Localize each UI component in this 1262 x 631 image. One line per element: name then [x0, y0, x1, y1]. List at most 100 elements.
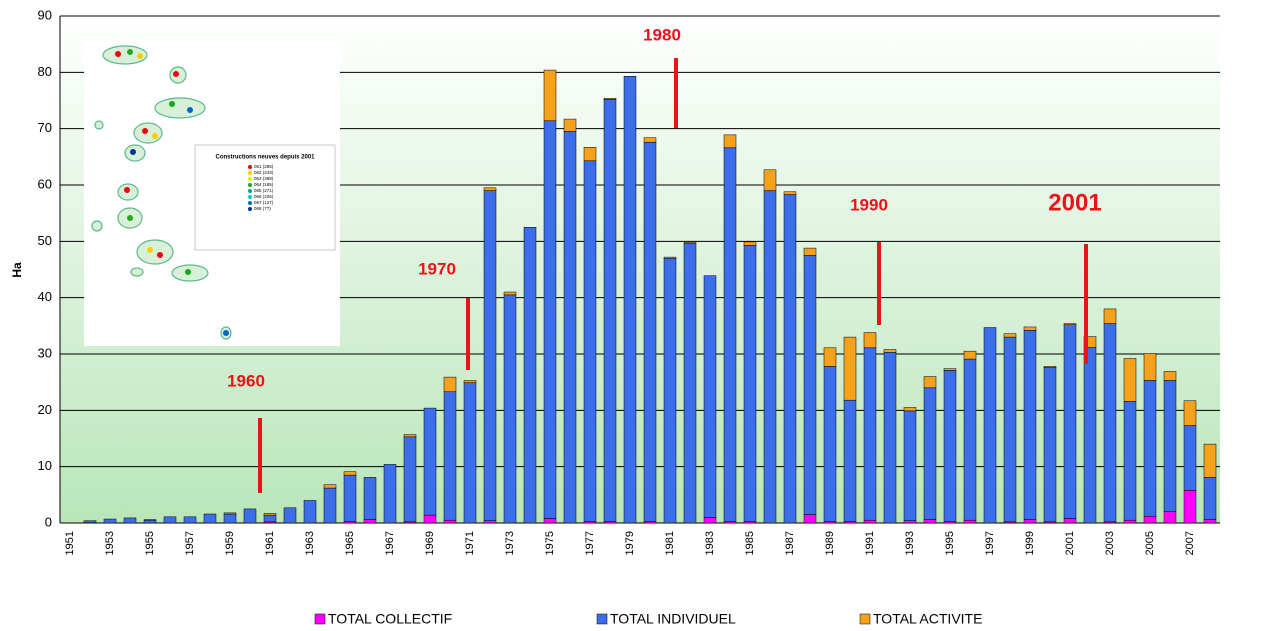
y-tick-label: 30 — [38, 345, 52, 360]
x-tick-label: 1973 — [504, 531, 516, 555]
x-tick-label: 1965 — [344, 531, 356, 555]
bar-segment — [743, 521, 757, 524]
legend-swatch — [314, 613, 326, 625]
x-tick-label: 2003 — [1104, 531, 1116, 555]
x-tick-label: 1963 — [304, 531, 316, 555]
bar-segment — [543, 69, 557, 122]
x-tick-label: 1975 — [544, 531, 556, 555]
inset-legend-dot — [248, 177, 252, 181]
y-tick-label: 50 — [38, 233, 52, 248]
bar-segment — [803, 247, 817, 256]
legend-swatch — [596, 613, 608, 625]
bar-segment — [1063, 324, 1077, 519]
inset-legend-label: 068 (77) — [254, 206, 271, 211]
bar-segment — [803, 255, 817, 515]
bar-segment — [523, 227, 537, 524]
bar-segment — [643, 141, 657, 522]
bar-segment — [263, 514, 277, 523]
bar-segment — [843, 336, 857, 401]
bar-segment — [443, 391, 457, 521]
x-tick-label: 1987 — [784, 531, 796, 555]
bar-segment — [403, 436, 417, 523]
inset-legend-label: 066 (226) — [254, 194, 274, 199]
bar-segment — [263, 513, 277, 516]
bar-segment — [303, 500, 317, 524]
bar-segment — [823, 521, 837, 524]
x-tick-label: 1985 — [744, 531, 756, 555]
bar-segment — [1023, 519, 1037, 524]
bar-segment — [823, 347, 837, 367]
bar-segment — [1163, 380, 1177, 512]
bar-segment — [383, 464, 397, 524]
bar-segment — [1083, 346, 1097, 524]
bar-segment — [343, 521, 357, 524]
bar-segment — [343, 474, 357, 522]
bar-segment — [583, 147, 597, 162]
bar-segment — [603, 521, 617, 524]
inset-legend-dot — [248, 201, 252, 205]
bar-segment — [143, 519, 157, 524]
x-tick-label: 1957 — [184, 531, 196, 555]
bar-segment — [963, 358, 977, 521]
inset-legend-label: 067 (127) — [254, 200, 274, 205]
bar-segment — [823, 366, 837, 522]
bar-segment — [963, 519, 977, 524]
x-tick-label: 1997 — [984, 531, 996, 555]
x-tick-label: 1999 — [1024, 531, 1036, 555]
bar-segment — [883, 352, 897, 524]
bar-segment — [723, 521, 737, 524]
x-tick-label: 1979 — [624, 531, 636, 555]
inset-legend-box — [194, 144, 336, 251]
y-tick-label: 90 — [38, 7, 52, 22]
bar-segment — [623, 76, 637, 524]
bar-segment — [463, 380, 477, 383]
bar-segment — [923, 387, 937, 520]
bar-segment — [743, 245, 757, 522]
y-axis-label: Ha — [10, 262, 24, 278]
annotation: 1980 — [643, 25, 681, 44]
inset-legend-label: 063 (398) — [254, 176, 274, 181]
bar-segment — [1143, 515, 1157, 524]
bar-segment — [543, 120, 557, 519]
bar-segment — [463, 382, 477, 524]
x-tick-label: 2001 — [1064, 531, 1076, 555]
bar-segment — [863, 347, 877, 521]
bar-segment — [163, 516, 177, 524]
inset-legend-dot — [248, 165, 252, 169]
bar-segment — [443, 376, 457, 392]
bar-segment — [1123, 401, 1137, 521]
legend-label: TOTAL ACTIVITE — [873, 611, 982, 627]
inset-legend-label: 065 (271) — [254, 188, 274, 193]
bar-segment — [283, 507, 297, 524]
bar-segment — [903, 407, 917, 412]
annotation: 1970 — [418, 259, 456, 278]
x-tick-label: 1953 — [104, 531, 116, 555]
bar-segment — [443, 519, 457, 524]
bar-segment — [743, 241, 757, 246]
bar-segment — [1123, 358, 1137, 402]
legend-label: TOTAL COLLECTIF — [328, 611, 452, 627]
bar-segment — [943, 370, 957, 522]
bar-segment — [583, 160, 597, 522]
x-tick-label: 1991 — [864, 531, 876, 555]
bar-segment — [1003, 333, 1017, 338]
bar-segment — [403, 434, 417, 438]
bar-segment — [983, 327, 997, 524]
bar-segment — [323, 484, 337, 489]
bar-segment — [1203, 443, 1217, 478]
bar-segment — [1163, 371, 1177, 381]
bar-segment — [1183, 425, 1197, 491]
bar-segment — [583, 521, 597, 524]
bar-segment — [603, 97, 617, 100]
bar-segment — [543, 518, 557, 524]
bar-segment — [923, 376, 937, 389]
bar-segment — [683, 242, 697, 244]
annotation: 1960 — [227, 371, 265, 390]
y-tick-label: 10 — [38, 458, 52, 473]
inset-legend-dot — [248, 207, 252, 211]
bar-segment — [203, 513, 217, 524]
bar-segment — [903, 410, 917, 521]
annotation: 2001 — [1048, 189, 1101, 216]
bar-segment — [1183, 490, 1197, 524]
y-tick-label: 0 — [45, 514, 52, 529]
